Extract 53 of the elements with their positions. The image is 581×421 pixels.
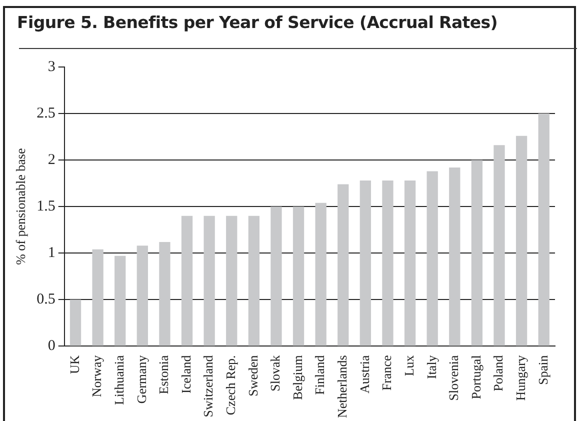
bar xyxy=(270,206,282,346)
bar xyxy=(114,256,126,346)
x-tick-label: Lithuania xyxy=(112,354,127,406)
bar xyxy=(426,171,438,346)
x-tick-label: Norway xyxy=(89,354,104,398)
x-tick-label: Hungary xyxy=(512,354,528,401)
x-tick-label: France xyxy=(379,354,394,391)
x-tick-label: Portugal xyxy=(468,354,484,400)
x-tick-label: UK xyxy=(66,354,82,374)
bar xyxy=(360,180,372,346)
bar xyxy=(248,216,260,346)
bar xyxy=(136,246,148,346)
y-tick-label: 1.5 xyxy=(36,198,56,215)
bar xyxy=(159,242,170,346)
x-tick-label: Germany xyxy=(134,354,149,404)
bar xyxy=(204,216,215,346)
x-tick-label: Austria xyxy=(356,354,372,394)
bar xyxy=(404,180,416,346)
bar xyxy=(226,216,238,346)
x-tick-label: Slovenia xyxy=(446,354,462,401)
bar xyxy=(92,249,104,346)
bar xyxy=(538,114,550,346)
x-tick-label: Sweden xyxy=(245,354,260,396)
x-tick-label: Slovak xyxy=(268,354,283,392)
x-tick-label: Netherlands xyxy=(334,355,350,418)
y-tick-label: 0.5 xyxy=(36,292,56,308)
x-tick-label: Poland xyxy=(490,354,506,392)
bar xyxy=(494,145,505,346)
x-tick-label: Italy xyxy=(424,354,439,380)
bar xyxy=(70,300,82,346)
bar xyxy=(449,168,460,346)
x-tick-label: Estonia xyxy=(156,354,172,394)
x-tick-label: Spain xyxy=(535,354,550,385)
bar xyxy=(292,206,304,346)
bar xyxy=(315,202,326,346)
chart-title: Figure 5. Benefits per Year of Service (Accrual Rates) xyxy=(17,13,499,32)
y-tick-label: 2 xyxy=(48,152,56,168)
y-tick-label: 3 xyxy=(48,58,56,75)
y-tick-label: 2.5 xyxy=(36,105,56,122)
x-tick-label: Finland xyxy=(312,354,328,395)
x-tick-label: Belgium xyxy=(290,355,305,400)
bar xyxy=(471,160,483,346)
x-tick-label: Iceland xyxy=(178,354,194,394)
x-tick-label: Czech Rep. xyxy=(223,355,238,416)
bar xyxy=(338,184,349,346)
x-tick-label: Switzerland xyxy=(200,354,216,418)
bar xyxy=(382,180,394,346)
x-tick-label: Lux xyxy=(401,354,416,376)
y-tick-label: 0 xyxy=(48,338,56,354)
bar xyxy=(516,136,528,346)
bar xyxy=(181,216,193,346)
y-tick-label: 1 xyxy=(48,245,56,262)
y-axis-title: % of pensionable base xyxy=(13,148,28,265)
